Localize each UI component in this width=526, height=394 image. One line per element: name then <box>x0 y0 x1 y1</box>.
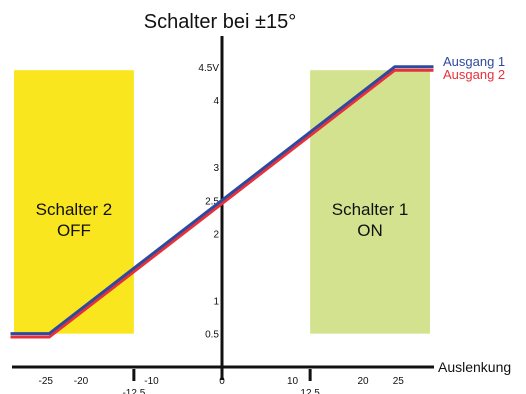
series-line-ausgang-1 <box>10 65 434 336</box>
zone-sublabel-2: ON <box>357 221 383 240</box>
y-tick-label-6: 4 <box>213 96 219 107</box>
y-tick-label-4: 2.5 <box>205 196 219 207</box>
x-tick-label-7: 25 <box>393 376 405 387</box>
x-axis-label: Auslenkung <box>438 359 511 375</box>
x-tick-label-low-2: 12.5 <box>300 388 320 394</box>
x-tick-label-3: -10 <box>144 376 159 387</box>
x-tick-label-low-1: -12.5 <box>122 388 145 394</box>
legend-item-2: Ausgang 2 <box>443 67 505 82</box>
zone-sublabel-1: OFF <box>57 221 91 240</box>
zone-label-2: Schalter 1 <box>332 200 409 219</box>
zone-rect-1 <box>14 70 134 334</box>
legend-item-1: Ausgang 1 <box>443 54 505 69</box>
x-tick-label-5: 10 <box>287 376 299 387</box>
y-tick-label-2: 1 <box>213 296 219 307</box>
x-tick-label-2: -20 <box>74 376 89 387</box>
y-tick-label-1: 0.5 <box>205 330 219 341</box>
chart-title: Schalter bei ±15° <box>144 11 296 33</box>
y-tick-label-3: 2 <box>213 230 219 241</box>
y-tick-label-7: 4.5V <box>198 63 219 74</box>
zone-label-1: Schalter 2 <box>36 200 113 219</box>
x-tick-label-6: 20 <box>357 376 369 387</box>
series-line-ausgang-2 <box>10 68 434 339</box>
zone-rect-2 <box>310 70 430 334</box>
x-tick-label-4: 0 <box>219 376 225 387</box>
x-tick-label-1: -25 <box>39 376 54 387</box>
y-tick-label-5: 3 <box>213 163 219 174</box>
